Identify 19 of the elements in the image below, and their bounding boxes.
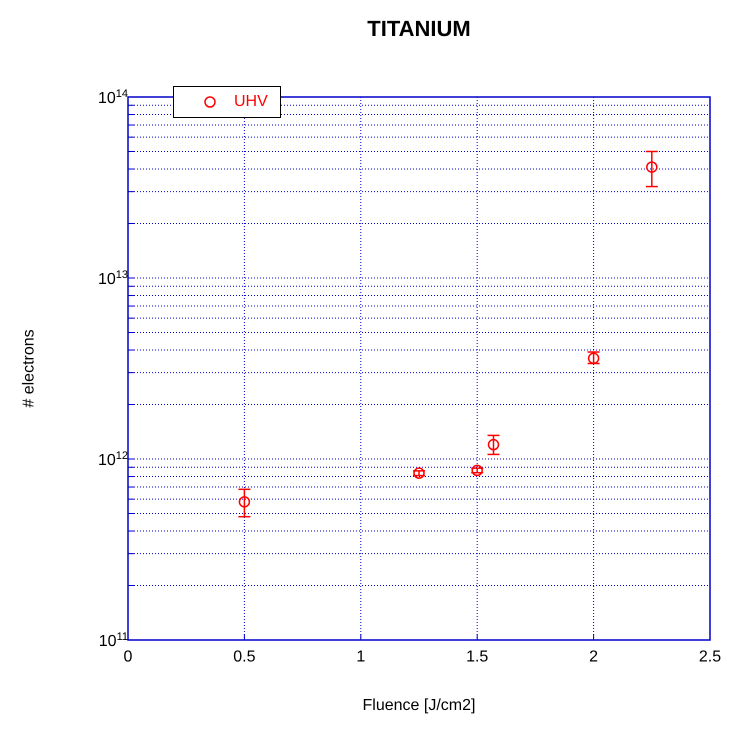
x-tick-label: 0.5 xyxy=(233,648,256,666)
point xyxy=(238,496,250,508)
y-tick-label: 10$^{12}$ xyxy=(98,450,128,469)
point xyxy=(413,467,425,479)
point xyxy=(471,464,483,476)
y-tick-label: 10$^{13}$ xyxy=(98,269,128,288)
point xyxy=(646,161,658,173)
x-tick-label: 1.5 xyxy=(466,648,488,666)
x-tick-label: 1 xyxy=(356,648,366,666)
legend-label: UHV xyxy=(234,93,268,111)
x-tick-label: 2.5 xyxy=(698,648,722,666)
point xyxy=(488,438,500,450)
y-axis-title: # electrons xyxy=(20,329,38,408)
chart-title: TITANIUM xyxy=(366,16,472,42)
y-tick-label: 10$^{11}$ xyxy=(98,631,128,650)
y-tick-label: 10$^{14}$ xyxy=(98,88,128,107)
x-axis-title: Fluence [J/cm2] xyxy=(362,697,476,714)
x-tick-label: 2 xyxy=(589,648,598,666)
x-tick-label: 0 xyxy=(124,648,133,666)
